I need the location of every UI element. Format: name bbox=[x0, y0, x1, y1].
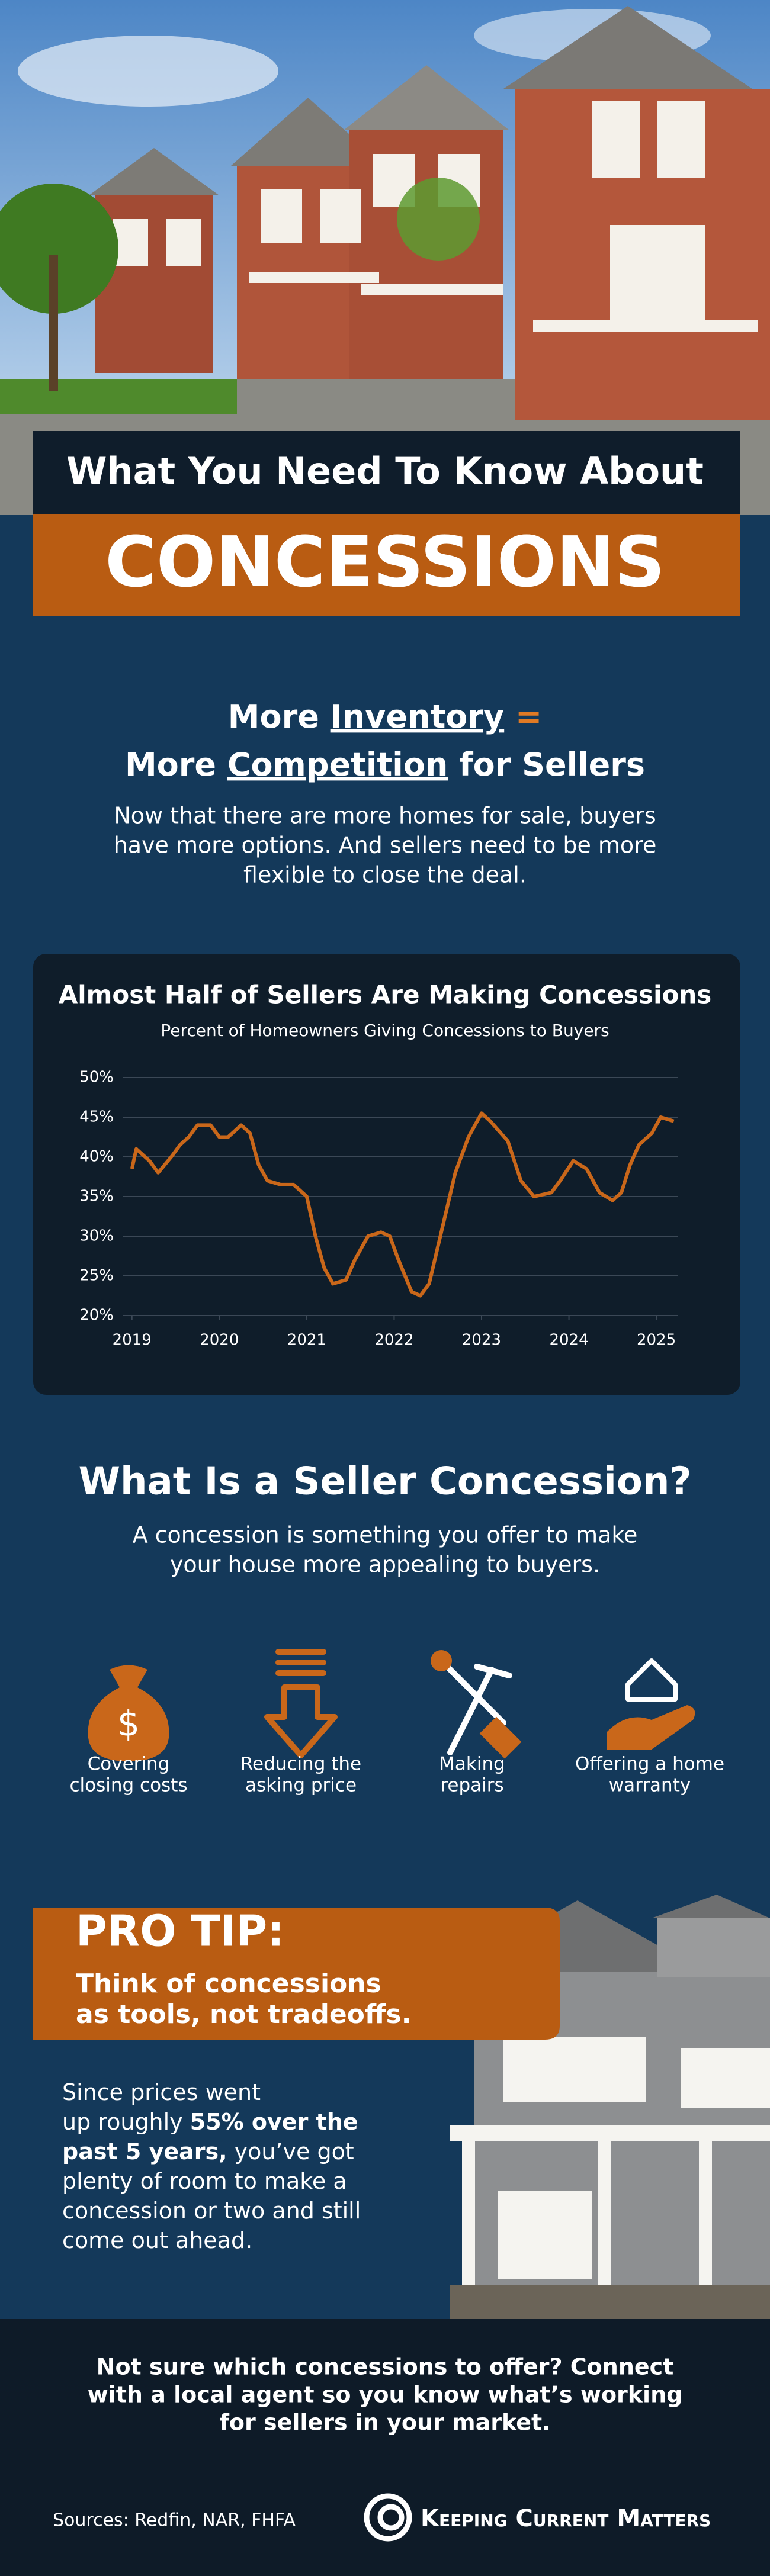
text-line: A concession is something you offer to m… bbox=[133, 1522, 638, 1548]
hero-image bbox=[0, 0, 770, 515]
text-segment: come out ahead. bbox=[62, 2227, 252, 2253]
text-segment: Since prices went bbox=[62, 2079, 261, 2105]
text-line: concession or two and still bbox=[62, 2198, 361, 2224]
concession-heading: What Is a Seller Concession? bbox=[78, 1460, 691, 1504]
text-segment: concession or two and still bbox=[62, 2198, 361, 2224]
tip-band bbox=[33, 1908, 560, 2040]
text-segment: More bbox=[125, 746, 227, 783]
text-line: for sellers in your market. bbox=[219, 2410, 550, 2436]
text-line: have more options. And sellers need to b… bbox=[114, 832, 657, 858]
text-segment: up roughly bbox=[62, 2109, 190, 2135]
text-segment: Inventory bbox=[331, 698, 505, 735]
kicker: What You Need To Know About bbox=[66, 449, 704, 493]
text-line: Now that there are more homes for sale, … bbox=[114, 803, 656, 829]
price-down-icon bbox=[264, 1649, 338, 1758]
y-tick-label: 20% bbox=[79, 1307, 114, 1324]
icons: $ bbox=[88, 1649, 695, 1761]
tip-label: PRO TIP: bbox=[76, 1906, 284, 1956]
text-segment: More bbox=[228, 698, 331, 735]
chart-subtitle: Percent of Homeowners Giving Concessions… bbox=[161, 1021, 609, 1040]
text-line: Covering bbox=[88, 1754, 170, 1775]
text-line: Not sure which concessions to offer? Con… bbox=[97, 2354, 674, 2380]
svg-text:$: $ bbox=[117, 1703, 140, 1745]
warranty-icon bbox=[607, 1658, 695, 1750]
text-segment: = bbox=[504, 698, 542, 735]
x-tick-label: 2019 bbox=[113, 1332, 152, 1349]
y-tick-label: 30% bbox=[79, 1227, 114, 1245]
text-line: More Inventory = bbox=[228, 698, 542, 735]
money-bag-icon: $ bbox=[88, 1665, 169, 1761]
text-line: Since prices went bbox=[62, 2079, 261, 2105]
y-tick-label: 25% bbox=[79, 1267, 114, 1285]
intro-heading: More Inventory =More Competition for Sel… bbox=[125, 698, 645, 783]
tip-text: Since prices went up roughly 55% over the… bbox=[62, 2079, 361, 2253]
text-segment: plenty of room to make a bbox=[62, 2168, 347, 2194]
x-tick-label: 2021 bbox=[287, 1332, 326, 1349]
title-band bbox=[33, 514, 740, 616]
x-tick-label: 2024 bbox=[549, 1332, 588, 1349]
text-segment: Competition bbox=[227, 746, 448, 783]
text-segment: for Sellers bbox=[448, 746, 645, 783]
text-line: repairs bbox=[440, 1775, 503, 1796]
intro-text: Now that there are more homes for sale, … bbox=[114, 803, 657, 888]
text-line: asking price bbox=[245, 1775, 357, 1796]
text-line: come out ahead. bbox=[62, 2227, 252, 2253]
line-chart: 20% 25% 30% 35% 40% 45% 50% 2019 2020 2021 2022 202… bbox=[79, 1069, 678, 1349]
title: CONCESSIONS bbox=[105, 521, 665, 603]
tools-icon bbox=[431, 1650, 522, 1759]
text-line: with a local agent so you know what’s wo… bbox=[88, 2382, 683, 2408]
brand: Keeping Current Matters bbox=[421, 2505, 711, 2532]
text-line: Reducing the bbox=[240, 1754, 361, 1775]
text-line: past 5 years, you’ve got bbox=[62, 2138, 354, 2165]
data-line bbox=[130, 1111, 675, 1298]
footer bbox=[0, 2319, 770, 2576]
x-tick-label: 2023 bbox=[462, 1332, 501, 1349]
sources: Sources: Redfin, NAR, FHFA bbox=[53, 2510, 296, 2531]
chart-title: Almost Half of Sellers Are Making Conces… bbox=[59, 980, 712, 1009]
text-line: closing costs bbox=[69, 1775, 187, 1796]
concession-text: A concession is something you offer to m… bbox=[133, 1522, 638, 1578]
text-line: your house more appealing to buyers. bbox=[170, 1552, 600, 1578]
text-line: as tools, not tradeoffs. bbox=[76, 1999, 411, 2030]
cta: Not sure which concessions to offer? Con… bbox=[88, 2354, 683, 2436]
y-tick-label: 40% bbox=[79, 1148, 114, 1166]
y-tick-label: 50% bbox=[79, 1069, 114, 1086]
text-line: Think of concessions bbox=[76, 1969, 381, 1999]
x-tick-label: 2020 bbox=[200, 1332, 239, 1349]
text-line: Offering a home bbox=[575, 1754, 724, 1775]
x-tick-label: 2025 bbox=[637, 1332, 676, 1349]
text-line: warranty bbox=[609, 1775, 691, 1796]
text-line: Making bbox=[439, 1754, 505, 1775]
text-segment: 55% over the bbox=[190, 2109, 358, 2135]
text-line: flexible to close the deal. bbox=[243, 862, 527, 888]
text-segment: past 5 years, bbox=[62, 2138, 227, 2165]
text-line: More Competition for Sellers bbox=[125, 746, 645, 783]
brand-logo-icon bbox=[364, 2493, 412, 2542]
chart-panel bbox=[33, 954, 740, 1395]
y-tick-label: 45% bbox=[79, 1108, 114, 1126]
text-line: up roughly 55% over the bbox=[62, 2109, 358, 2135]
title-box bbox=[33, 431, 740, 515]
x-tick-label: 2022 bbox=[374, 1332, 413, 1349]
text-segment: you’ve got bbox=[227, 2138, 354, 2165]
text-line: plenty of room to make a bbox=[62, 2168, 347, 2194]
y-tick-label: 35% bbox=[79, 1188, 114, 1205]
